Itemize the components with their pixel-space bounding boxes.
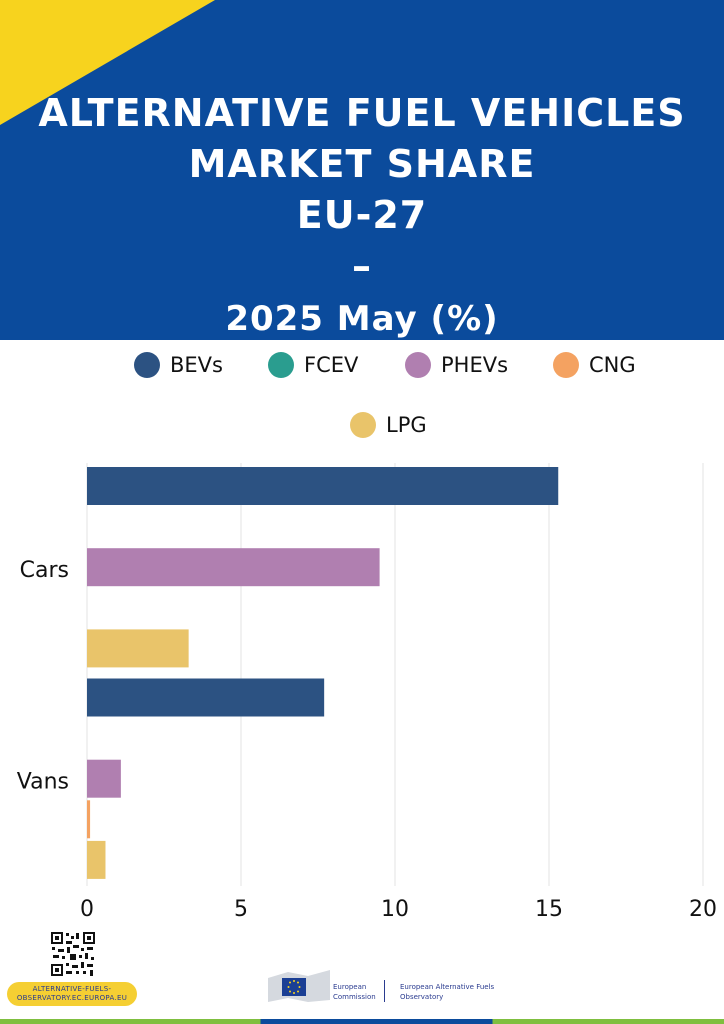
x-tick-label: 20 [689, 897, 717, 920]
category-label-vans: Vans [17, 769, 69, 794]
bar-cars-bevs [87, 467, 559, 505]
title-line-1: ALTERNATIVE FUEL VEHICLES [38, 91, 686, 135]
qr-code-icon [50, 931, 96, 977]
x-tick-label: 0 [80, 897, 94, 920]
title-line-2: MARKET SHARE [188, 142, 536, 186]
legend-label-lpg: LPG [386, 413, 427, 437]
legend-swatch-phevs [405, 352, 431, 378]
chart-subtitle: 2025 May (%) [225, 299, 499, 339]
bar-cars-phevs [87, 548, 380, 587]
legend-swatch-fcev [268, 352, 294, 378]
commission-label: European Commission [333, 983, 376, 1001]
legend-label-fcev: FCEV [304, 353, 359, 377]
legend-item-phevs: PHEVs [405, 350, 508, 380]
legend-item-bevs: BEVs [134, 350, 223, 380]
legend-label-bevs: BEVs [170, 353, 223, 377]
legend-item-fcev: FCEV [268, 350, 358, 380]
bar-vans-lpg [87, 840, 106, 879]
legend-swatch-lpg [350, 412, 376, 438]
bar-vans-bevs [87, 678, 325, 717]
bar-cars-lpg [87, 629, 189, 668]
x-tick-label: 10 [381, 897, 409, 920]
x-tick-label: 15 [535, 897, 563, 920]
title-line-3: EU-27 [296, 193, 428, 237]
legend-item-lpg: LPG [350, 410, 427, 440]
website-badge[interactable]: ALTERNATIVE-FUELS-OBSERVATORY.EC.EUROPA.… [7, 982, 137, 1006]
legend-swatch-cng [553, 352, 579, 378]
bar-vans-phevs [87, 759, 121, 798]
observatory-label: European Alternative Fuels Observatory [400, 983, 495, 1001]
bar-chart: 0 5 10 15 20 Cars Vans [17, 463, 717, 920]
legend-label-phevs: PHEVs [441, 353, 509, 377]
bar-vans-cng [87, 800, 91, 839]
bottom-color-bar [0, 1019, 724, 1024]
header-banner: ALTERNATIVE FUEL VEHICLES MARKET SHARE E… [0, 0, 724, 340]
footer-divider [384, 980, 385, 1002]
legend-label-cng: CNG [589, 353, 636, 377]
chart-title: ALTERNATIVE FUEL VEHICLES MARKET SHARE E… [0, 88, 724, 340]
corner-decoration [0, 0, 215, 125]
title-line-4: – [352, 244, 372, 288]
legend-item-cng: CNG [553, 350, 636, 380]
legend-swatch-bevs [134, 352, 160, 378]
x-tick-label: 5 [234, 897, 248, 920]
category-label-cars: Cars [20, 558, 69, 583]
eu-flag-icon [268, 970, 330, 1002]
